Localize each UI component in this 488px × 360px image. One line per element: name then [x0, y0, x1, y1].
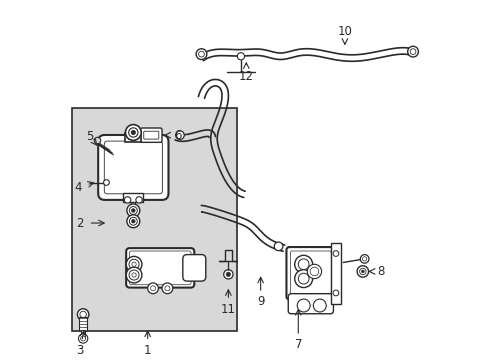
- Circle shape: [131, 202, 136, 207]
- Circle shape: [126, 256, 142, 272]
- Circle shape: [80, 311, 86, 318]
- Circle shape: [78, 334, 88, 343]
- Circle shape: [297, 299, 309, 312]
- Circle shape: [359, 268, 366, 275]
- Circle shape: [125, 125, 141, 140]
- Circle shape: [409, 49, 415, 54]
- Circle shape: [131, 209, 135, 212]
- Circle shape: [132, 273, 136, 277]
- Text: 6: 6: [174, 129, 182, 142]
- Circle shape: [313, 299, 325, 312]
- Circle shape: [131, 130, 135, 135]
- Circle shape: [103, 180, 109, 185]
- FancyBboxPatch shape: [140, 128, 162, 142]
- Circle shape: [361, 270, 364, 273]
- Circle shape: [274, 242, 282, 251]
- Bar: [79, 317, 87, 330]
- Circle shape: [226, 272, 230, 276]
- Text: 9: 9: [256, 296, 264, 309]
- Bar: [72, 108, 237, 330]
- Text: 3: 3: [76, 344, 83, 357]
- Circle shape: [150, 286, 155, 291]
- Bar: [330, 243, 341, 304]
- Circle shape: [223, 270, 233, 279]
- Circle shape: [362, 257, 366, 261]
- FancyBboxPatch shape: [143, 131, 159, 139]
- Text: 1: 1: [143, 344, 151, 357]
- Circle shape: [198, 51, 204, 57]
- Circle shape: [309, 267, 318, 276]
- Circle shape: [306, 264, 321, 279]
- Circle shape: [129, 207, 137, 215]
- Circle shape: [94, 137, 101, 144]
- Circle shape: [407, 46, 418, 57]
- Text: 5: 5: [86, 130, 94, 144]
- Circle shape: [294, 270, 312, 288]
- Circle shape: [147, 283, 158, 294]
- Circle shape: [332, 290, 338, 296]
- Circle shape: [298, 259, 308, 270]
- Text: 2: 2: [76, 216, 83, 230]
- Circle shape: [360, 255, 368, 263]
- Circle shape: [356, 266, 368, 277]
- Circle shape: [164, 286, 169, 291]
- Text: 12: 12: [238, 69, 253, 82]
- Circle shape: [126, 204, 140, 217]
- Text: 4: 4: [74, 181, 81, 194]
- Circle shape: [129, 270, 139, 280]
- Text: 8: 8: [376, 265, 384, 278]
- Circle shape: [126, 267, 142, 283]
- Text: 11: 11: [221, 303, 235, 316]
- Text: 7: 7: [294, 338, 302, 351]
- Circle shape: [175, 131, 184, 139]
- Circle shape: [126, 215, 140, 228]
- Bar: [123, 193, 143, 202]
- Circle shape: [81, 336, 85, 341]
- FancyBboxPatch shape: [183, 255, 205, 281]
- Circle shape: [129, 259, 139, 269]
- FancyBboxPatch shape: [126, 248, 194, 288]
- Circle shape: [237, 53, 244, 60]
- Circle shape: [77, 309, 89, 320]
- Text: 10: 10: [337, 25, 352, 38]
- Circle shape: [128, 128, 138, 137]
- FancyBboxPatch shape: [98, 135, 168, 200]
- Circle shape: [132, 262, 136, 266]
- Bar: [81, 330, 85, 336]
- Circle shape: [131, 220, 135, 223]
- Circle shape: [294, 255, 312, 273]
- Circle shape: [124, 197, 131, 203]
- FancyBboxPatch shape: [287, 294, 333, 314]
- Circle shape: [332, 251, 338, 256]
- Circle shape: [129, 217, 137, 225]
- Circle shape: [136, 197, 142, 203]
- Circle shape: [298, 273, 308, 284]
- Bar: [125, 133, 141, 142]
- Circle shape: [196, 49, 206, 59]
- FancyBboxPatch shape: [286, 247, 335, 300]
- Circle shape: [162, 283, 172, 294]
